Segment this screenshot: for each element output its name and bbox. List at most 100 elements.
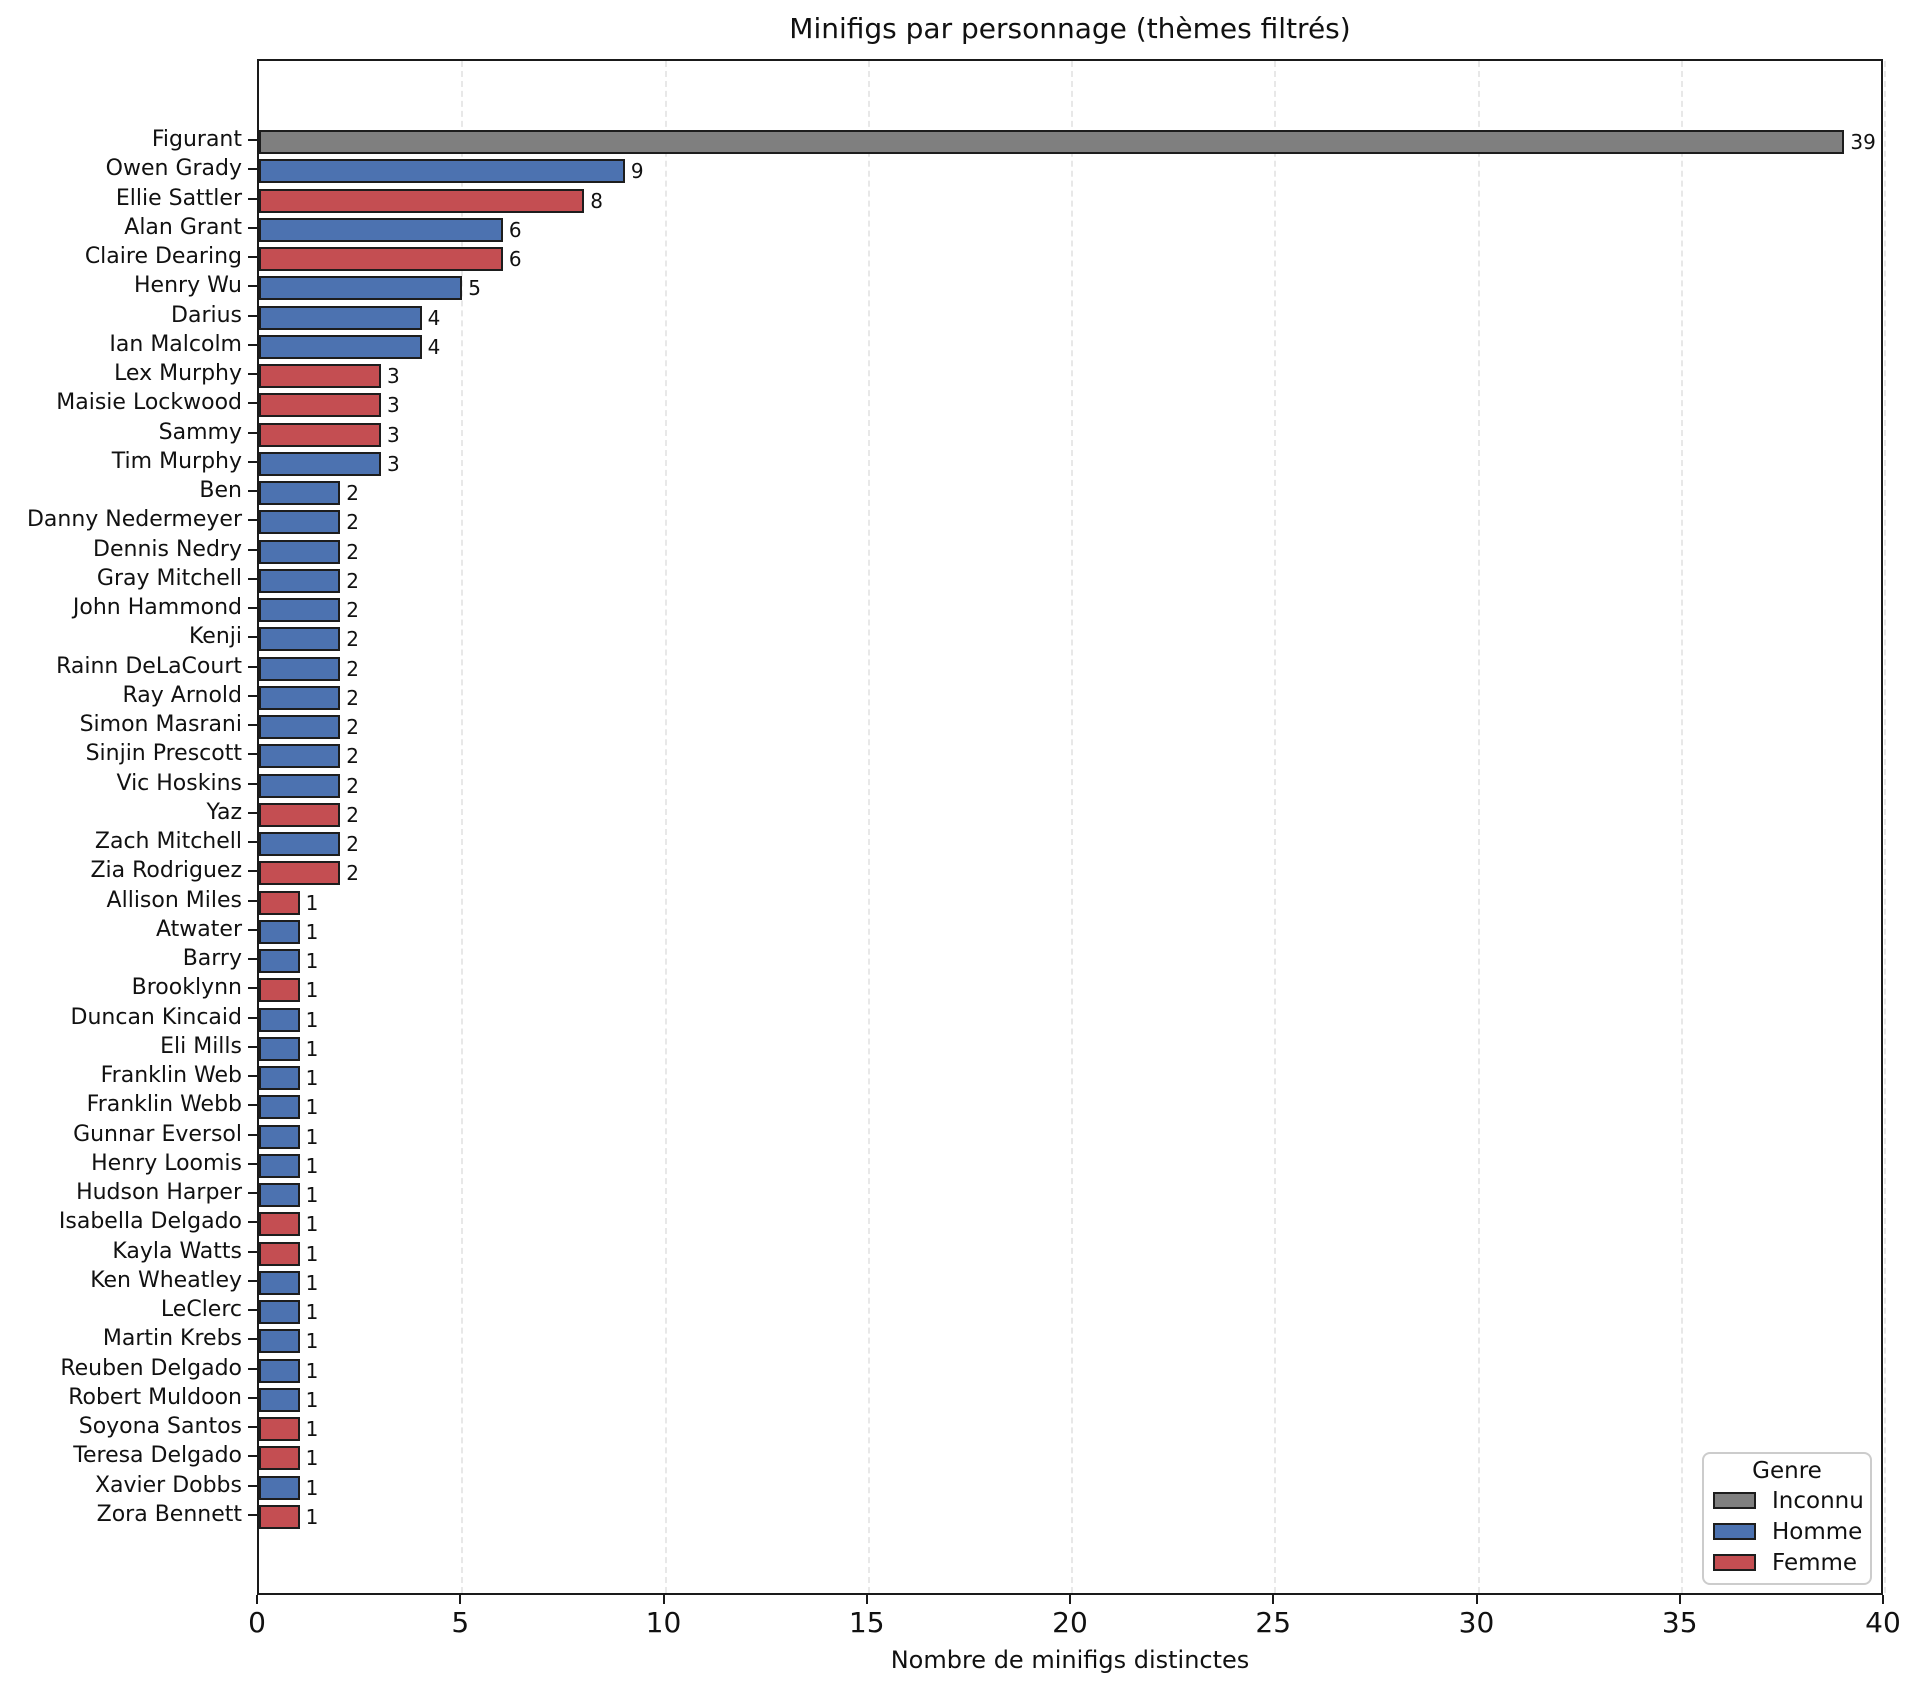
- x-tick-label: 40: [1865, 1606, 1901, 1639]
- y-tick: [248, 724, 257, 727]
- y-tick-label: Isabella Delgado: [58, 1209, 242, 1235]
- bar-value-label: 1: [305, 1270, 319, 1295]
- bar: [259, 1007, 300, 1032]
- bar-value-label: 8: [590, 188, 603, 213]
- y-tick-label: Zach Mitchell: [94, 829, 242, 855]
- bar-value-label: 1: [305, 1066, 319, 1091]
- bar-value-label: 5: [468, 276, 481, 301]
- y-tick-label: Maisie Lockwood: [56, 390, 242, 416]
- y-tick-label: Tim Murphy: [111, 448, 242, 474]
- gridline-x-15: [867, 61, 870, 1593]
- bar: [259, 1358, 300, 1383]
- legend-title: Genre: [1752, 1458, 1822, 1484]
- bar: [259, 1387, 300, 1412]
- y-tick-label: Soyona Santos: [78, 1414, 242, 1440]
- y-tick-label: Franklin Webb: [86, 1092, 242, 1118]
- y-tick: [248, 1075, 257, 1078]
- bar-value-label: 1: [305, 1183, 319, 1208]
- x-tick: [1678, 1595, 1681, 1604]
- gridline-x-5: [461, 61, 464, 1593]
- y-tick-label: Darius: [171, 302, 242, 328]
- y-tick: [248, 870, 257, 873]
- bar-value-label: 2: [346, 832, 360, 857]
- bar-value-label: 2: [346, 598, 360, 623]
- y-tick: [248, 548, 257, 551]
- bar: [259, 481, 341, 506]
- bar: [259, 1241, 300, 1266]
- bar: [259, 276, 463, 301]
- gridline-x-30: [1477, 61, 1480, 1593]
- bar: [259, 1475, 300, 1500]
- y-tick: [248, 987, 257, 990]
- bar: [259, 919, 300, 944]
- y-tick-label: Gunnar Eversol: [73, 1121, 242, 1147]
- y-tick-label: Barry: [182, 946, 242, 972]
- y-tick-label: Duncan Kincaid: [70, 1004, 242, 1030]
- y-tick: [248, 1279, 257, 1282]
- legend-label: Femme: [1772, 1549, 1858, 1576]
- bar-value-label: 3: [386, 364, 400, 389]
- y-tick-label: Zora Bennett: [96, 1501, 242, 1527]
- y-tick: [248, 197, 257, 200]
- x-tick-label: 15: [848, 1606, 885, 1639]
- y-tick: [248, 665, 257, 668]
- y-tick-label: Xavier Dobbs: [94, 1472, 242, 1498]
- y-tick: [248, 577, 257, 580]
- y-tick: [248, 753, 257, 756]
- bar: [259, 1095, 300, 1120]
- gridline-x-25: [1274, 61, 1277, 1593]
- bar-value-label: 1: [305, 890, 319, 915]
- gridline-x-35: [1680, 61, 1683, 1593]
- y-tick-label: Hudson Harper: [76, 1180, 242, 1206]
- y-tick: [248, 226, 257, 229]
- y-tick: [248, 1045, 257, 1048]
- bar: [259, 247, 503, 272]
- y-tick-label: Franklin Web: [100, 1063, 242, 1089]
- y-tick-label: Alan Grant: [124, 214, 242, 240]
- legend-entry-inconnu: Inconnu: [1704, 1485, 1870, 1516]
- y-tick: [248, 314, 257, 317]
- y-tick: [248, 139, 257, 141]
- x-tick: [1882, 1595, 1884, 1604]
- y-tick-label: Claire Dearing: [84, 244, 242, 270]
- y-tick-label: Teresa Delgado: [73, 1443, 242, 1469]
- y-tick: [248, 1396, 257, 1399]
- bar: [259, 949, 300, 974]
- bar-value-label: 2: [346, 773, 360, 798]
- y-tick-label: Ben: [199, 478, 242, 504]
- gridline-x-40: [1884, 61, 1886, 1593]
- y-tick-label: Vic Hoskins: [116, 770, 243, 796]
- bar: [259, 1036, 300, 1061]
- bar: [259, 510, 341, 535]
- bar-value-label: 2: [346, 568, 360, 593]
- y-tick: [248, 841, 257, 844]
- y-tick: [248, 1338, 257, 1341]
- y-tick: [248, 431, 257, 434]
- y-tick-label: Zia Rodriguez: [90, 858, 242, 884]
- bar-value-label: 2: [346, 861, 360, 886]
- bar: [259, 305, 422, 330]
- bar-value-label: 2: [346, 744, 360, 769]
- y-tick: [248, 490, 257, 493]
- bar: [259, 715, 341, 740]
- bar: [259, 656, 341, 681]
- bar: [259, 1153, 300, 1178]
- gridline-x-10: [664, 61, 667, 1593]
- bar-value-label: 2: [346, 510, 360, 535]
- y-tick: [248, 373, 257, 376]
- y-tick-label: Ken Wheatley: [90, 1267, 242, 1293]
- x-axis-label: Nombre de minifigs distinctes: [890, 1646, 1250, 1674]
- bar-value-label: 4: [427, 334, 441, 359]
- x-tick: [662, 1595, 665, 1604]
- y-tick-label: John Hammond: [72, 595, 242, 621]
- y-tick-label: Owen Grady: [105, 156, 242, 182]
- y-tick: [248, 694, 257, 697]
- bar-value-label: 1: [305, 1036, 319, 1061]
- bar: [259, 393, 381, 418]
- bar-value-label: 1: [305, 1124, 319, 1149]
- bar-value-label: 1: [305, 978, 319, 1003]
- bar: [259, 978, 300, 1003]
- y-tick: [248, 256, 257, 259]
- y-tick-label: Allison Miles: [106, 887, 242, 913]
- bar: [259, 364, 381, 389]
